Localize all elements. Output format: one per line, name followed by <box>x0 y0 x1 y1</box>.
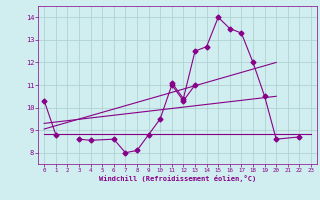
X-axis label: Windchill (Refroidissement éolien,°C): Windchill (Refroidissement éolien,°C) <box>99 175 256 182</box>
